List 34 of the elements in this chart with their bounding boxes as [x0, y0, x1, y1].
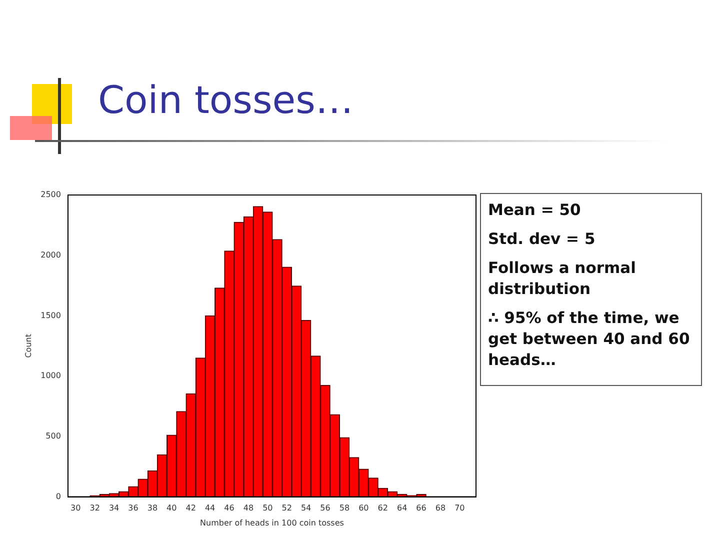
- x-tick-label: 66: [416, 504, 426, 513]
- x-tick-label: 32: [90, 504, 100, 513]
- y-axis-title: Count: [24, 334, 33, 358]
- y-tick-label: 1500: [40, 310, 61, 320]
- x-tick-label: 38: [147, 504, 158, 513]
- text: Follows a normal distribution: [488, 258, 637, 300]
- x-axis-title: Number of heads in 100 coin tosses: [200, 518, 344, 528]
- y-tick-label: 500: [46, 432, 61, 441]
- y-tick-label: 2000: [40, 250, 61, 260]
- x-tick-label: 70: [454, 504, 465, 513]
- x-tick-label: 64: [396, 504, 408, 513]
- x-tick-label: 52: [282, 504, 292, 513]
- y-tick-label: 0: [56, 492, 61, 501]
- x-tick-label: 40: [166, 504, 177, 513]
- x-tick-label: 56: [320, 504, 330, 513]
- x-tick-label: 46: [224, 504, 234, 513]
- y-tick-label: 1000: [40, 371, 61, 380]
- x-tick-label: 42: [186, 504, 196, 513]
- x-tick-label: 48: [243, 504, 254, 513]
- text: Std. dev = 5: [488, 229, 596, 250]
- x-tick-label: 68: [435, 504, 446, 513]
- x-tick-label: 50: [262, 504, 273, 513]
- text: ∴ 95% of the time, we get between 40 and 60 heads…: [488, 308, 691, 371]
- x-tick-label: 62: [378, 504, 388, 513]
- x-tick-label: 58: [339, 504, 350, 513]
- x-tick-label: 54: [300, 504, 312, 513]
- text: Mean = 50: [488, 200, 582, 221]
- x-tick-label: 30: [70, 504, 81, 513]
- y-tick-label: 2500: [40, 190, 61, 200]
- x-tick-label: 34: [108, 504, 120, 513]
- chart-title: Coin tosses…: [98, 78, 354, 122]
- x-tick-label: 36: [128, 504, 138, 513]
- x-tick-label: 60: [358, 504, 369, 513]
- x-tick-label: 44: [204, 504, 216, 513]
